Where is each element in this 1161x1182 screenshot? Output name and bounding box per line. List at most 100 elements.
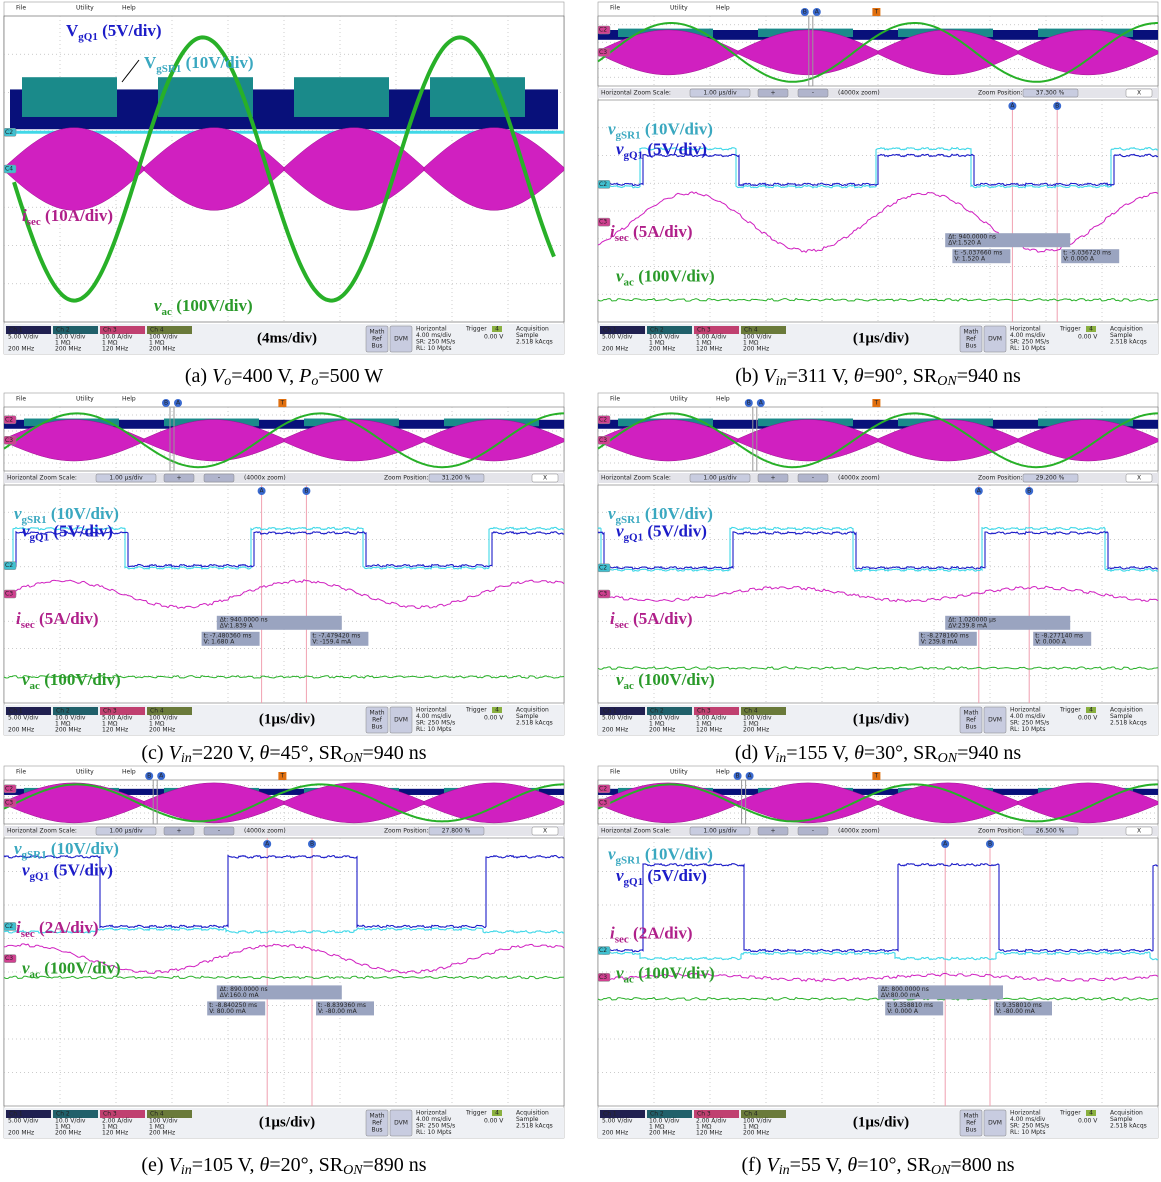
channel-tag: C2 bbox=[599, 564, 607, 571]
channel-name: Ch 3 bbox=[697, 1111, 711, 1118]
zoom-minus[interactable]: - bbox=[812, 90, 814, 97]
button-label: Bus bbox=[965, 1127, 976, 1134]
label-subscript: gQ1 bbox=[30, 531, 50, 543]
button-label: Math bbox=[369, 329, 384, 336]
zoom-position: 37.300 % bbox=[1036, 90, 1065, 97]
zoom-close[interactable]: X bbox=[1137, 90, 1141, 97]
channel-bandwidth: 200 MHz bbox=[149, 1130, 175, 1137]
button-label: Math bbox=[369, 1113, 384, 1120]
label-scale: (100V/div) bbox=[172, 296, 253, 315]
button-label: Ref bbox=[966, 717, 977, 724]
zoom-close[interactable]: X bbox=[543, 475, 547, 482]
channel-name: Ch 2 bbox=[56, 327, 70, 334]
caption-part: (b) bbox=[735, 365, 763, 387]
caption-part: =890 ns bbox=[363, 1154, 427, 1176]
caption-part: ON bbox=[931, 1163, 951, 1178]
cursor-value: V: 0.000 A bbox=[1063, 256, 1095, 263]
acquisition-info: 2.518 kAcqs bbox=[516, 1123, 553, 1130]
button-label: Bus bbox=[371, 1127, 382, 1134]
zoom-close[interactable]: X bbox=[1137, 828, 1141, 835]
caption-part: ON bbox=[937, 374, 957, 389]
button-label: DVM bbox=[394, 1120, 408, 1127]
channel-bandwidth: 120 MHz bbox=[696, 346, 722, 353]
zoom-minus[interactable]: - bbox=[812, 475, 814, 482]
acquisition-info: 2.518 kAcqs bbox=[516, 339, 553, 346]
cursor-value: V: 80.00 mA bbox=[209, 1008, 246, 1015]
channel-bandwidth: 200 MHz bbox=[149, 346, 175, 353]
zoom-minus[interactable]: - bbox=[218, 475, 220, 482]
menu-item: File bbox=[16, 5, 26, 12]
button-label: Ref bbox=[372, 336, 383, 343]
menu-item: Utility bbox=[76, 396, 94, 403]
zoom-close[interactable]: X bbox=[1137, 475, 1141, 482]
zoom-plus[interactable]: + bbox=[770, 475, 775, 482]
channel-tag: C2 bbox=[599, 947, 607, 954]
label-scale: (100V/div) bbox=[634, 267, 715, 286]
zoom-plus[interactable]: + bbox=[176, 475, 181, 482]
label-subscript: gQ1 bbox=[624, 149, 644, 161]
label-scale: (5V/div) bbox=[643, 140, 707, 159]
label-symbol: V bbox=[66, 21, 79, 40]
zoom-scale: 1.00 µs/div bbox=[703, 828, 737, 835]
timebase: (1µs/div) bbox=[853, 330, 909, 346]
zoom-plus[interactable]: + bbox=[176, 828, 181, 835]
zoom-minus[interactable]: - bbox=[218, 828, 220, 835]
channel-tag: C3 bbox=[599, 591, 607, 598]
zoom-factor: (4000x zoom) bbox=[838, 475, 880, 482]
channel-tag: C2 bbox=[5, 785, 13, 792]
label-scale: (100V/div) bbox=[634, 964, 715, 983]
label-subscript: ac bbox=[624, 680, 635, 692]
timebase: (1µs/div) bbox=[853, 711, 909, 727]
label-subscript: sec bbox=[21, 619, 35, 631]
trigger-marker-label: T bbox=[874, 400, 879, 407]
trigger-level: 0.00 V bbox=[484, 334, 504, 341]
cursor-delta-v: ΔV:160.0 mA bbox=[220, 992, 260, 999]
caption: (e) Vin=105 V, θ=20°, SRON=890 ns bbox=[141, 1154, 426, 1179]
horizontal-info: RL: 10 Mpts bbox=[416, 726, 451, 733]
channel-name: Ch 4 bbox=[744, 327, 758, 334]
channel-bandwidth: 120 MHz bbox=[696, 727, 722, 734]
channel-scale: 5.00 V/div bbox=[8, 715, 39, 722]
caption-part: θ bbox=[260, 1154, 270, 1176]
label-symbol: V bbox=[144, 53, 157, 72]
channel-scale: 5.00 V/div bbox=[8, 334, 39, 341]
label-scale: (10V/div) bbox=[47, 504, 119, 523]
cursor-marker-label: B bbox=[147, 773, 151, 780]
menu-item: File bbox=[610, 5, 620, 12]
zoom-plus[interactable]: + bbox=[770, 90, 775, 97]
horizontal-info: RL: 10 Mpts bbox=[416, 1129, 451, 1136]
button-label: Ref bbox=[372, 1120, 383, 1127]
zoom-scale-label: Horizontal Zoom Scale: bbox=[7, 475, 77, 482]
cursor-value: V: 0.000 A bbox=[887, 1008, 919, 1015]
channel-tag: C3 bbox=[599, 219, 607, 226]
channel-bandwidth: 200 MHz bbox=[602, 727, 628, 734]
menu-item: Utility bbox=[670, 396, 688, 403]
zoom-close[interactable]: X bbox=[543, 828, 547, 835]
zoom-scale: 1.00 µs/div bbox=[703, 475, 737, 482]
button-label: Math bbox=[369, 710, 384, 717]
zoom-plus[interactable]: + bbox=[770, 828, 775, 835]
label-subscript: sec bbox=[615, 232, 629, 244]
menu-item: Utility bbox=[670, 5, 688, 12]
caption-part: P bbox=[298, 365, 311, 387]
scope-screenshot: FileUtilityHelpBATC2C3Horizontal Zoom Sc… bbox=[598, 766, 1158, 1138]
channel-tag: C3 bbox=[599, 974, 607, 981]
zoom-minus[interactable]: - bbox=[812, 828, 814, 835]
label-scale: (10V/div) bbox=[641, 120, 713, 139]
button-label: DVM bbox=[988, 1120, 1002, 1127]
channel-bandwidth: 120 MHz bbox=[696, 1130, 722, 1137]
trigger-channel-label: 4 bbox=[1089, 1110, 1093, 1117]
label-subscript: gSR1 bbox=[156, 63, 181, 75]
cursor-value: V: -80.00 mA bbox=[996, 1008, 1036, 1015]
cursor-value: V: -159.4 mA bbox=[312, 638, 352, 645]
channel-scale: 5.00 V/div bbox=[602, 1118, 633, 1125]
trigger-title: Trigger bbox=[465, 707, 487, 714]
channel-tag: C3 bbox=[5, 955, 13, 962]
label-subscript: ac bbox=[30, 968, 41, 980]
channel-bandwidth: 120 MHz bbox=[102, 346, 128, 353]
label-subscript: gSR1 bbox=[616, 854, 641, 866]
caption-part: =400 V, bbox=[231, 365, 299, 387]
caption-part: =105 V, bbox=[192, 1154, 260, 1176]
caption-part: θ bbox=[854, 742, 864, 764]
channel-bandwidth: 200 MHz bbox=[8, 346, 34, 353]
